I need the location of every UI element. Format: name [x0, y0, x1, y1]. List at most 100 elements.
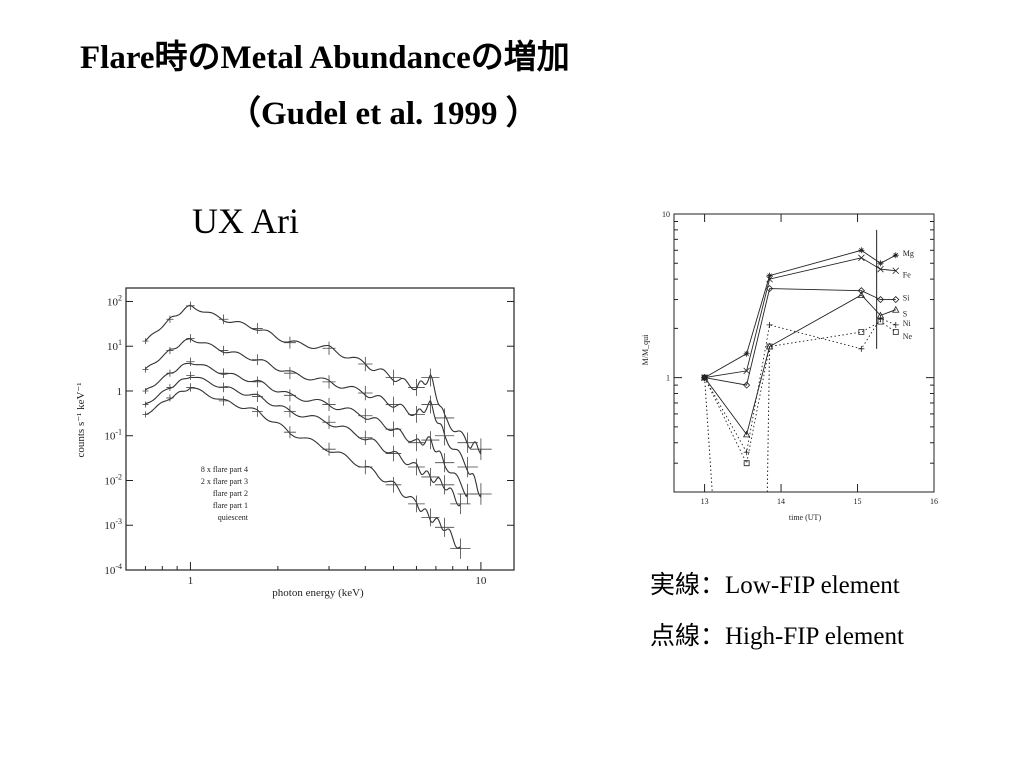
spectrum-point: [435, 517, 455, 537]
solid-line-note: 実線：Low-FIP element: [650, 572, 900, 599]
spectrum-point: [283, 389, 296, 402]
abundance-xlabel: time (UT): [789, 513, 822, 522]
spectrum-point: [435, 408, 455, 428]
spectrum-point: [421, 508, 440, 527]
spectrum-point: [322, 442, 336, 456]
abundance-series-Fe: [704, 257, 896, 379]
spectrum-point: [186, 357, 195, 366]
spectrum-point: [166, 315, 174, 323]
abundance-point: [857, 287, 865, 295]
spectrum-point: [166, 383, 174, 392]
spectrum-point: [251, 376, 263, 388]
spectrum-point: [435, 426, 455, 446]
spectrum-point: [421, 395, 440, 414]
spectrum-point: [358, 385, 373, 401]
spectrum-point: [283, 405, 296, 418]
spectrum-point: [358, 430, 373, 445]
abundance-point: [742, 430, 751, 438]
spectrum-point: [470, 438, 492, 461]
abundance-xtick-label: 15: [854, 497, 862, 506]
abundance-point: [892, 321, 899, 328]
spectrum-point: [186, 334, 195, 343]
abundance-point: [766, 343, 773, 350]
abundance-point: [892, 267, 900, 275]
spectrum-point: [251, 354, 263, 366]
abundance-ylabel: M/M_qui: [641, 334, 650, 365]
abundance-point: [892, 329, 899, 335]
spectrum-legend-entry: 2 x flare part 3: [201, 477, 248, 486]
spectrum-point: [408, 495, 425, 513]
abundance-series-label: Mg: [903, 249, 914, 258]
spectrum-point: [450, 493, 471, 515]
abundance-point: [876, 295, 885, 304]
abundance-point: [743, 367, 750, 375]
spectrum-point: [186, 383, 195, 392]
spectrum-xlabel: photon energy (keV): [272, 587, 364, 599]
abundance-series-Ne: [704, 321, 897, 465]
spectrum-point: [186, 371, 195, 380]
spectrum-ytick-label: 10-4: [104, 562, 122, 577]
spectrum-legend-entry: 8 x flare part 4: [201, 465, 248, 474]
abundance-point: [858, 329, 865, 335]
spectrum-series-4: [145, 387, 461, 549]
spectrum-point: [186, 301, 195, 311]
abundance-xtick-label: 16: [930, 497, 938, 506]
spectrum-xtick-label: 10: [475, 575, 487, 587]
spectrum-point: [450, 538, 471, 559]
spectrum-point: [283, 367, 296, 380]
spectrum-point: [435, 453, 455, 473]
spectrum-point: [421, 431, 440, 450]
abundance-chart: 1 10 13 14 15 16 Mg Fe Si SNi Ne time (UT) M/M_qu…: [641, 210, 938, 522]
spectrum-point: [385, 477, 402, 493]
abundance-series-label: Ni: [903, 319, 912, 328]
abundance-point: [766, 321, 773, 328]
spectrum-legend-entry: quiescent: [218, 513, 249, 522]
spectrum-point: [421, 467, 440, 486]
spectrum-point: [457, 456, 478, 478]
abundance-point: [877, 265, 884, 273]
abundance-point: [743, 350, 750, 357]
dotted-line-note: 点線：High-FIP element: [650, 623, 904, 650]
abundance-series-label: Ne: [903, 332, 913, 341]
spectrum-point: [457, 432, 478, 453]
abundance-point: [743, 460, 750, 467]
spectrum-point: [408, 379, 425, 396]
spectrum-point: [358, 356, 373, 372]
spectrum-ytick-label: 101: [107, 338, 122, 353]
citation: （Gudel et al. 1999 ）: [228, 96, 539, 132]
spectrum-ytick-label: 10-3: [104, 517, 122, 532]
spectrum-point: [322, 341, 336, 355]
spectrum-point: [218, 345, 229, 356]
spectrum-legend-entry: flare part 2: [213, 489, 248, 498]
abundance-series-Ni: [704, 317, 896, 454]
spectrum-point: [283, 336, 296, 349]
abundance-point: [892, 252, 899, 259]
abundance-point: [858, 345, 865, 352]
abundance-series-label: S: [903, 310, 907, 319]
spectrum-ytick-label: 102: [107, 293, 122, 308]
spectrum-series-3: [145, 376, 461, 507]
spectrum-legend-entry: flare part 1: [213, 501, 248, 510]
spectrum-point: [385, 396, 402, 413]
spectrum-point: [142, 411, 149, 418]
abundance-frame: [673, 213, 935, 493]
abundance-point: [892, 295, 900, 304]
abundance-ytick-label: 10: [662, 210, 670, 219]
spectrum-point: [142, 401, 149, 408]
spectrum-point: [251, 405, 263, 417]
spectrum-point: [421, 368, 440, 387]
spectrum-point: [385, 445, 402, 462]
slide-title: Flare時のMetal Abundanceの増加: [80, 40, 570, 76]
abundance-point: [858, 254, 865, 262]
abundance-point: [766, 285, 774, 293]
spectrum-point: [385, 421, 402, 437]
spectrum-point: [166, 369, 174, 377]
abundance-series-label: Si: [903, 294, 910, 303]
spectrum-point: [218, 368, 229, 378]
abundance-series-Mg: [704, 249, 897, 378]
abundance-series-label: Fe: [903, 271, 911, 280]
spectrum-series-1: [145, 338, 482, 498]
abundance-xtick-label: 13: [701, 497, 709, 506]
spectrum-point: [251, 323, 263, 334]
abundance-point: [766, 272, 773, 279]
